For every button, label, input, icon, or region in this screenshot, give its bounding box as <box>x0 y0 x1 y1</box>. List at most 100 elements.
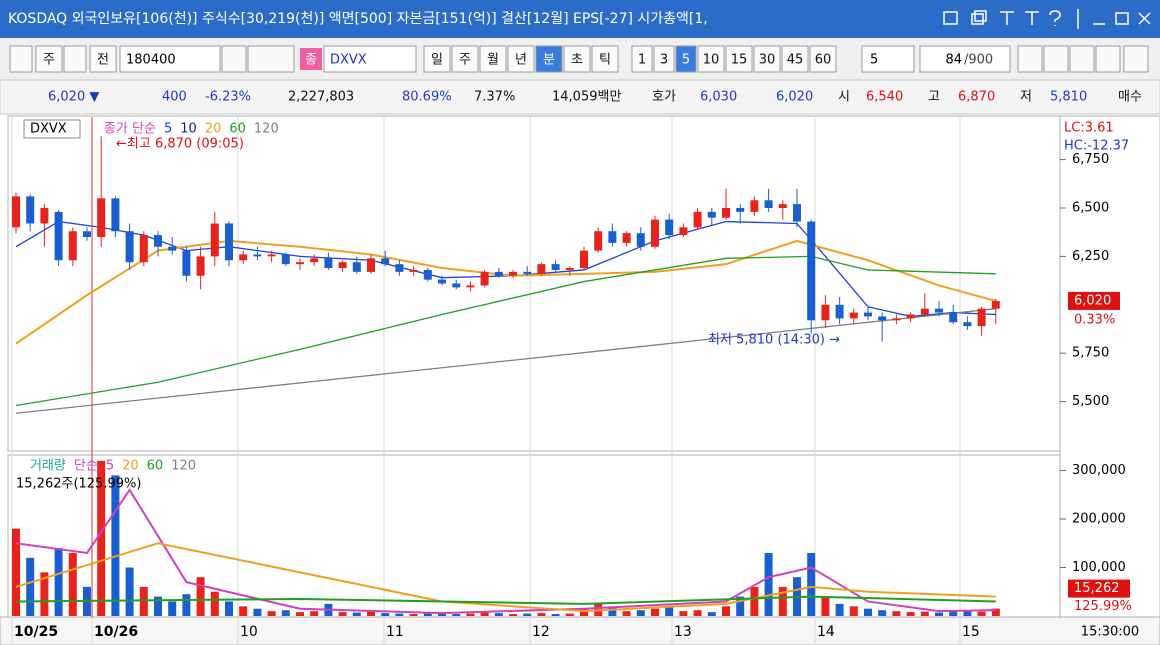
minute-button[interactable] <box>809 45 837 73</box>
volume-bar <box>12 528 20 616</box>
prev-button[interactable] <box>89 45 117 73</box>
candle-body <box>878 316 887 321</box>
minute-button[interactable] <box>631 45 653 73</box>
unit-button-label: 틱 <box>599 53 611 68</box>
unit-button[interactable] <box>591 45 619 73</box>
volume-bar <box>352 612 361 616</box>
unit-button[interactable] <box>507 45 535 73</box>
candle-body <box>580 250 588 269</box>
volume-bar <box>111 475 120 616</box>
volume-bar <box>665 606 674 616</box>
tool-icon[interactable] <box>1069 45 1095 73</box>
chart-icon[interactable] <box>9 45 33 73</box>
quote-item: 2,227,803 <box>288 90 354 105</box>
volume-bar <box>40 572 49 616</box>
ma-legend: 20 <box>205 122 222 137</box>
candle-body <box>253 254 262 257</box>
volume-bar <box>935 612 943 616</box>
tool-icon[interactable] <box>1017 45 1043 73</box>
window-buttons[interactable] <box>943 9 1151 29</box>
candle-body <box>565 268 574 270</box>
candle-body <box>296 262 304 265</box>
tool-icon[interactable] <box>1095 45 1121 73</box>
minute-button[interactable] <box>753 45 781 73</box>
count-select[interactable] <box>861 45 915 73</box>
candle-body <box>352 262 361 272</box>
vol-legend: 20 <box>122 459 139 474</box>
ma-legend: 60 <box>229 122 246 137</box>
symbol: DXVX <box>30 122 67 137</box>
market-tag <box>300 48 322 70</box>
quote-item: 6,030 <box>700 90 737 105</box>
candle-body <box>40 207 49 224</box>
volume-bar <box>892 611 901 616</box>
vol-legend: 단순 <box>74 459 98 474</box>
unit-button[interactable] <box>535 45 563 73</box>
period-button-label: 주 <box>43 53 55 68</box>
volume-bar <box>622 611 631 616</box>
volume-bar <box>679 611 688 616</box>
hc: HC:-12.37 <box>1064 139 1129 154</box>
candle-body <box>693 211 702 228</box>
vol-legend: 거래량 <box>30 459 66 474</box>
unit-button[interactable] <box>479 45 507 73</box>
x-tick-label: 13 <box>674 624 692 640</box>
vol-legend: 120 <box>171 459 196 474</box>
candle-body <box>83 231 91 238</box>
volume-bar <box>835 603 844 616</box>
volume-bar <box>807 552 816 616</box>
search[interactable] <box>221 45 247 73</box>
candle-body <box>736 207 745 212</box>
price-ma <box>15 255 996 407</box>
volume-bar <box>821 596 830 616</box>
price-tag-label: 6,020 <box>1074 293 1111 308</box>
minute-button[interactable] <box>725 45 753 73</box>
ma-legend: 120 <box>254 122 279 137</box>
tool-icon[interactable] <box>1123 45 1149 73</box>
name-box[interactable] <box>323 45 417 73</box>
code-box[interactable] <box>119 45 221 73</box>
volume-bar <box>750 586 759 616</box>
minute-button-label: 45 <box>787 53 804 68</box>
minute-button[interactable] <box>781 45 809 73</box>
candle-body <box>594 231 603 251</box>
volume-ratio: 125.99% <box>1074 599 1132 614</box>
volume-bar <box>267 611 276 616</box>
v-tick-label: 200,000 <box>1072 512 1126 527</box>
volume-bar <box>494 613 503 616</box>
sound[interactable] <box>247 45 295 73</box>
volume-bar <box>580 608 588 616</box>
unit-button[interactable] <box>423 45 451 73</box>
minute-button[interactable] <box>675 45 697 73</box>
volume-bar <box>438 613 446 616</box>
candle-body <box>111 198 120 232</box>
volume-bar <box>551 614 560 616</box>
x-tick-label: 10/26 <box>94 624 138 640</box>
volume-bar <box>480 612 489 616</box>
price-panel <box>7 115 1061 452</box>
volume-bar <box>182 594 191 616</box>
candle-body <box>324 258 333 269</box>
minute-button[interactable] <box>653 45 675 73</box>
period-button[interactable] <box>35 45 63 73</box>
count-box[interactable] <box>919 45 1011 73</box>
candle-body <box>920 308 929 315</box>
count-text: 84 <box>945 53 962 68</box>
candle-body <box>480 271 489 286</box>
volume-bar <box>906 612 915 616</box>
quote-item: -6.23% <box>205 90 251 105</box>
candle-body <box>381 258 390 265</box>
unit-button-label: 초 <box>571 53 583 68</box>
tool-icon[interactable] <box>1043 45 1069 73</box>
unit-button[interactable] <box>451 45 479 73</box>
minute-button[interactable] <box>697 45 725 73</box>
quote-item: 저 <box>1020 90 1032 105</box>
unit-button[interactable] <box>563 45 591 73</box>
volume-bar <box>864 608 872 616</box>
volume-bar <box>97 460 106 616</box>
x-tick-label: 15 <box>962 624 980 640</box>
volume-bar <box>693 610 702 616</box>
volume-bar <box>367 611 375 616</box>
dropdown[interactable] <box>63 45 87 73</box>
